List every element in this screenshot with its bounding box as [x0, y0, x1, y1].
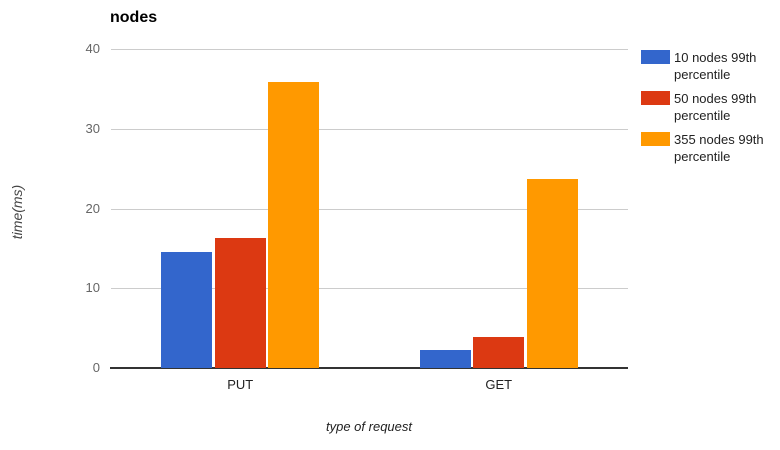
gridline	[111, 128, 628, 130]
gridline	[111, 288, 628, 290]
legend-label: 355 nodes 99th percentile	[674, 132, 764, 164]
legend-swatch	[641, 91, 670, 105]
bar-get-series-1	[473, 336, 525, 368]
y-tick-label: 0	[92, 360, 100, 375]
legend: 10 nodes 99th percentile 50 nodes 99th pe…	[641, 49, 777, 172]
legend-swatch	[641, 132, 670, 146]
y-tick-label: 40	[85, 41, 100, 56]
chart-title: nodes	[110, 9, 158, 26]
bar-get-series-0	[419, 349, 471, 368]
legend-label: 50 nodes 99th percentile	[674, 91, 757, 123]
legend-label: 10 nodes 99th percentile	[674, 50, 757, 82]
legend-item-0: 10 nodes 99th percentile	[641, 49, 777, 83]
category-label-put: PUT	[227, 377, 254, 392]
x-axis-baseline	[110, 367, 628, 369]
bar-get-series-2	[526, 178, 578, 368]
legend-item-1: 50 nodes 99th percentile	[641, 90, 777, 124]
legend-item-2: 355 nodes 99th percentile	[641, 131, 777, 165]
gridline	[111, 208, 628, 210]
bar-put-series-0	[161, 252, 213, 368]
y-axis-title: time(ms)	[9, 184, 25, 240]
gridline	[111, 49, 628, 50]
bar-put-series-2	[268, 82, 320, 368]
y-tick-label: 10	[85, 280, 100, 296]
y-tick-label: 30	[85, 120, 100, 136]
bar-put-series-1	[214, 238, 266, 368]
category-label-get: GET	[485, 377, 513, 392]
y-tick-label: 20	[85, 200, 100, 216]
x-axis-title: type of request	[326, 419, 412, 434]
legend-swatch	[641, 50, 670, 64]
